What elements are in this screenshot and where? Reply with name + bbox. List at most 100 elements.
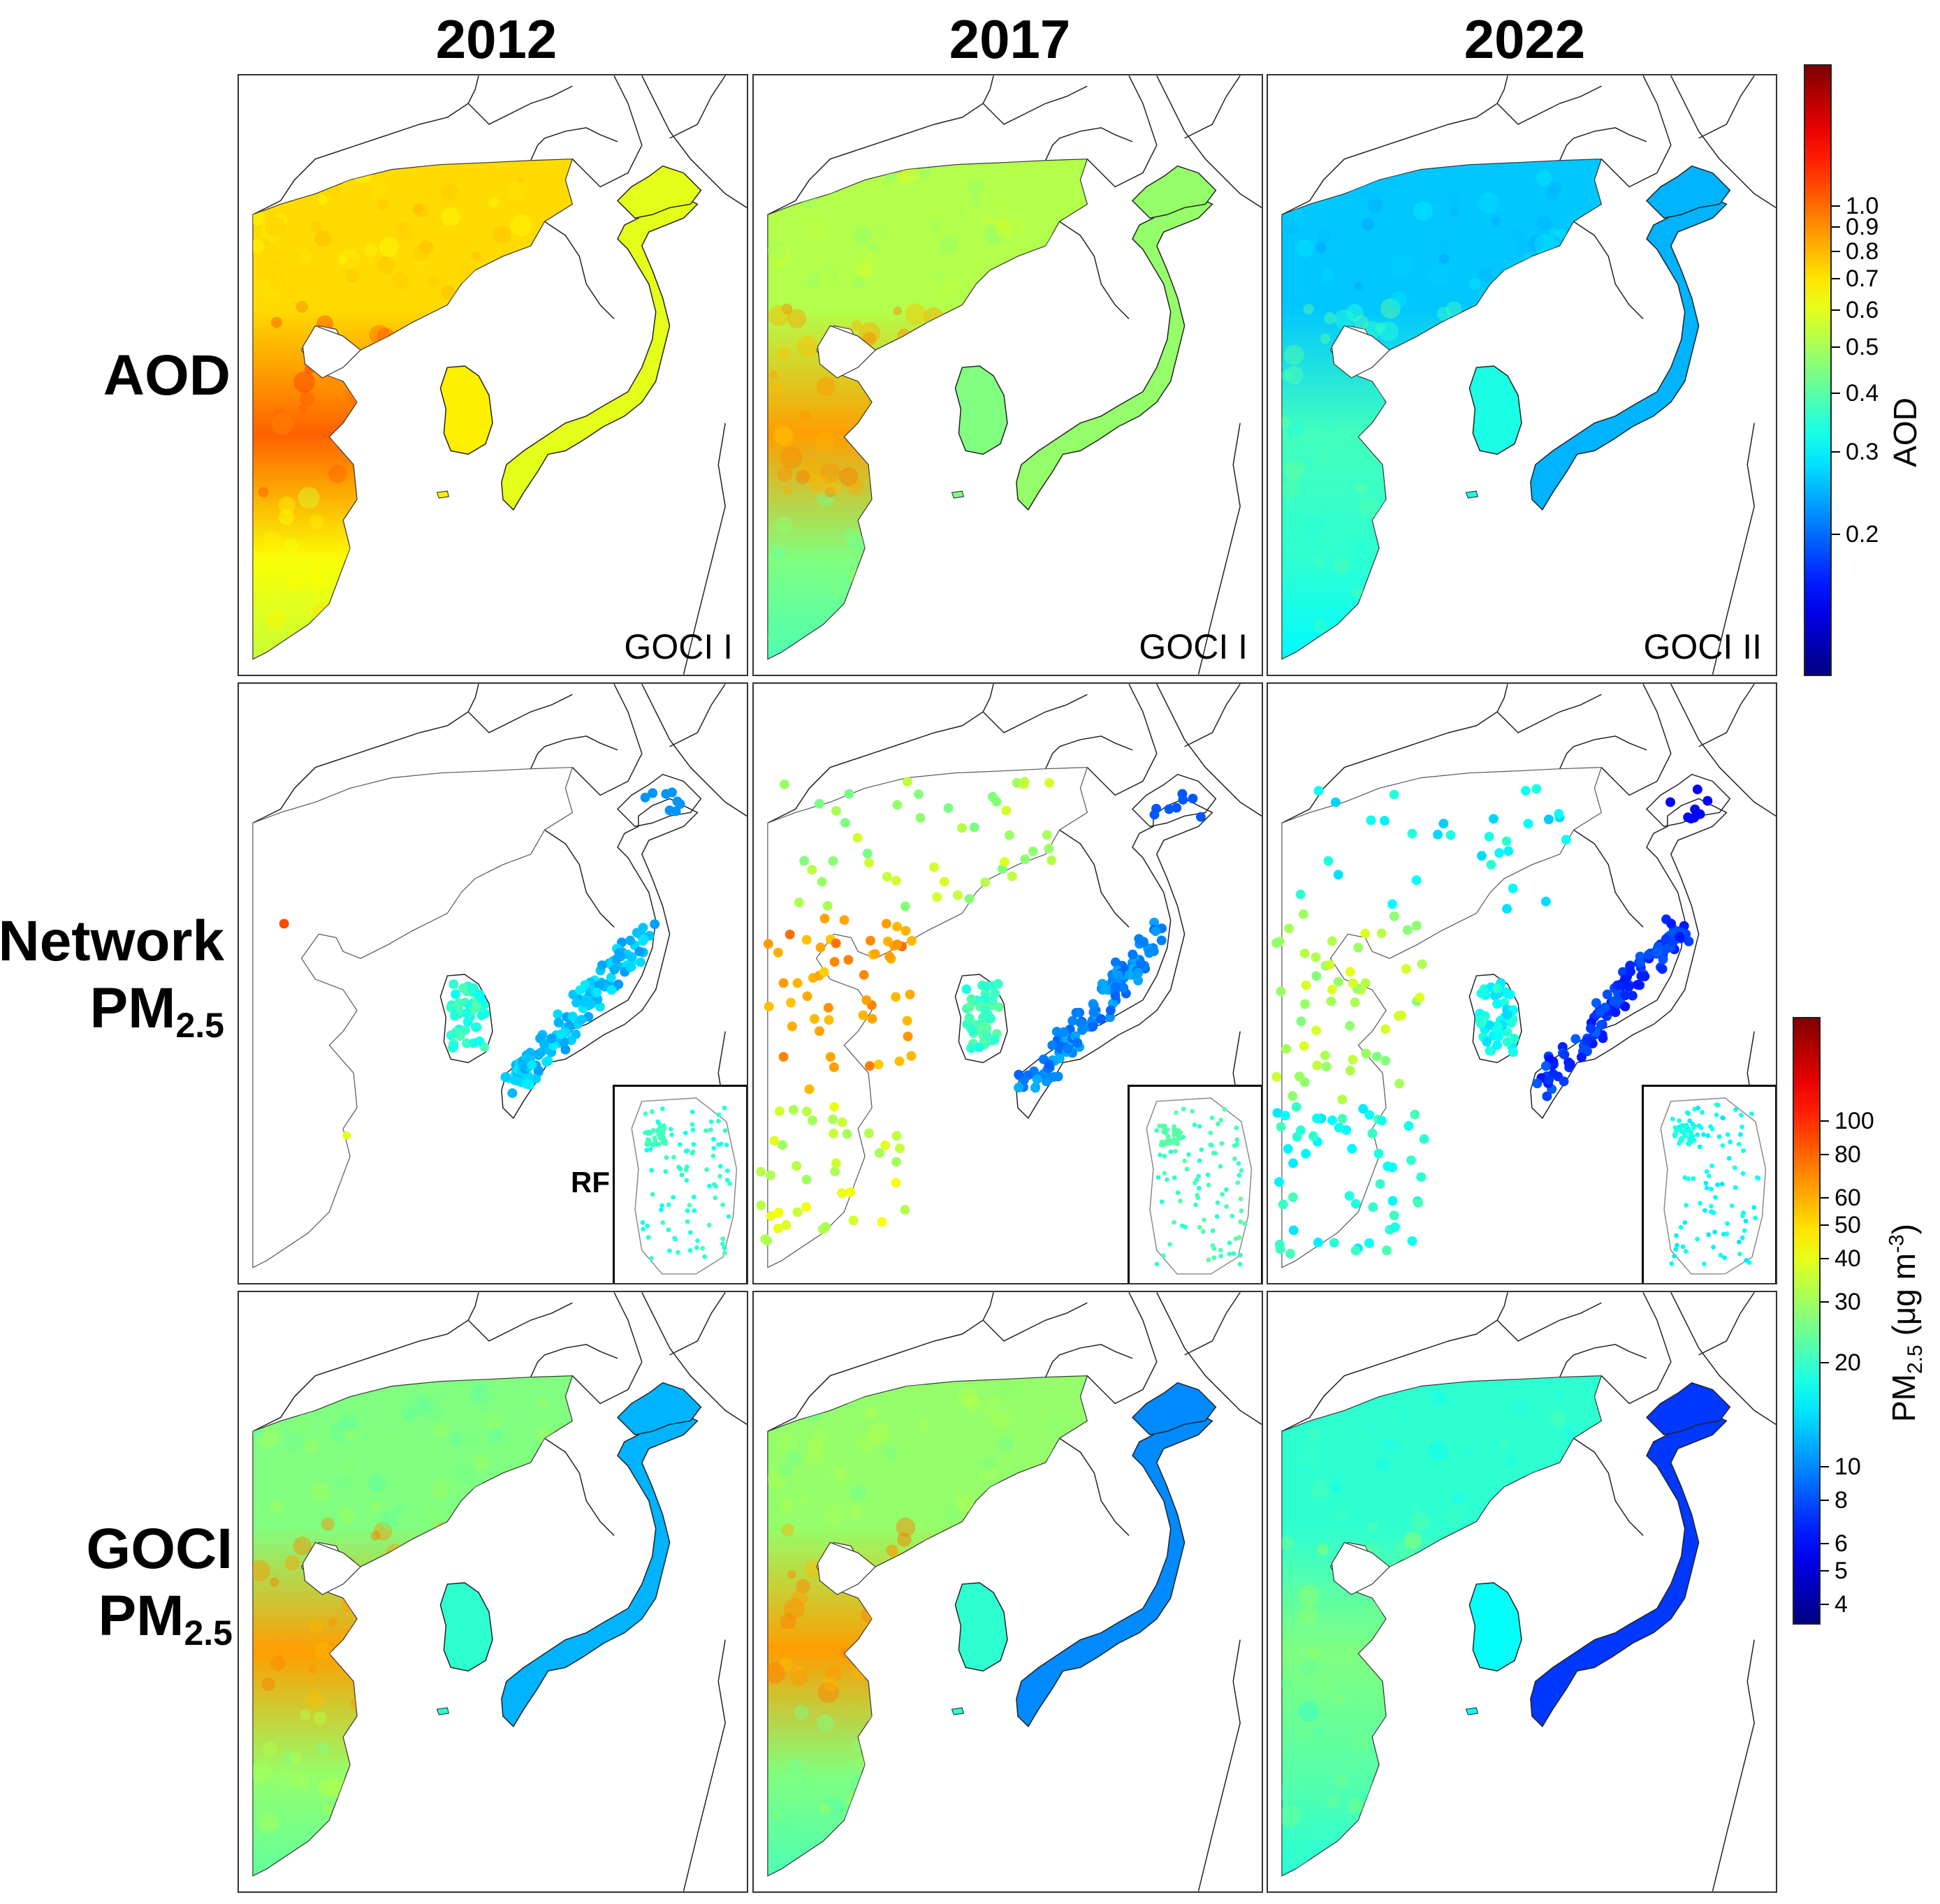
station-marker xyxy=(1051,1027,1062,1037)
field-texture xyxy=(1382,1437,1398,1454)
field-texture xyxy=(1413,201,1433,221)
hokkaido-field xyxy=(1645,165,1731,219)
station-marker xyxy=(1308,1131,1318,1141)
inset-station-marker xyxy=(1736,1141,1742,1147)
station-marker xyxy=(625,935,636,946)
inset-station-marker xyxy=(1172,1220,1176,1225)
inset-station-marker xyxy=(1696,1123,1702,1129)
inset-station-marker xyxy=(1715,1182,1720,1187)
station-marker xyxy=(987,981,998,991)
field-texture xyxy=(1361,218,1375,231)
colorbar-tick xyxy=(1832,534,1840,536)
station-marker xyxy=(1353,942,1364,953)
field-texture xyxy=(1317,1544,1329,1555)
inset-station-marker xyxy=(1168,1149,1174,1155)
inset-station-marker xyxy=(644,1148,650,1153)
station-marker xyxy=(1407,1236,1417,1246)
korea-inset-map-2017 xyxy=(1128,1085,1262,1283)
field-texture xyxy=(899,1400,910,1410)
station-marker xyxy=(518,1060,528,1071)
inset-station-marker xyxy=(1197,1224,1202,1230)
colorbar-tick-label: 10 xyxy=(1835,1453,1861,1481)
field-texture xyxy=(1445,301,1462,317)
inset-station-marker xyxy=(1194,1177,1199,1182)
field-texture xyxy=(852,226,873,245)
korea-inset-svg xyxy=(1146,1097,1253,1275)
station-marker xyxy=(1172,803,1182,813)
field-texture xyxy=(1311,1726,1325,1740)
inset-station-marker xyxy=(1743,1218,1749,1224)
field-texture xyxy=(806,1437,825,1456)
station-marker xyxy=(929,862,940,872)
station-marker xyxy=(536,1048,546,1057)
colorbar-tick-label: 60 xyxy=(1835,1184,1861,1211)
station-marker xyxy=(1665,797,1675,807)
station-marker xyxy=(1164,804,1174,814)
station-marker xyxy=(1001,805,1012,816)
station-marker xyxy=(1683,812,1693,823)
inset-station-marker xyxy=(677,1142,683,1148)
inset-station-marker xyxy=(706,1222,712,1228)
station-marker xyxy=(1364,1238,1374,1248)
inset-station-marker xyxy=(683,1148,689,1154)
station-marker xyxy=(829,1101,840,1112)
country-border xyxy=(1600,75,1672,188)
colorbar-tick xyxy=(1821,1362,1829,1364)
station-marker xyxy=(1403,1121,1414,1131)
inset-station-marker xyxy=(690,1127,696,1133)
station-marker xyxy=(1565,1059,1575,1069)
station-marker xyxy=(1067,1016,1078,1026)
inset-station-marker xyxy=(1718,1252,1723,1258)
inset-station-marker xyxy=(691,1194,696,1200)
station-marker xyxy=(969,822,979,833)
jeju-field xyxy=(436,1707,449,1715)
field-texture xyxy=(1284,365,1304,385)
station-marker xyxy=(471,1022,481,1032)
inset-station-marker xyxy=(720,1236,726,1242)
inset-station-marker xyxy=(1197,1124,1202,1129)
station-marker xyxy=(779,779,789,790)
field-texture xyxy=(270,1655,286,1671)
station-marker xyxy=(1298,909,1308,919)
field-texture xyxy=(994,217,1011,234)
field-texture xyxy=(282,586,302,607)
field-texture xyxy=(1296,239,1314,258)
inset-station-marker xyxy=(710,1153,716,1159)
station-marker xyxy=(1633,980,1643,990)
field-texture xyxy=(374,1522,393,1541)
field-texture xyxy=(956,1494,974,1513)
station-marker xyxy=(1492,999,1503,1009)
field-texture xyxy=(960,1456,975,1470)
colorbar-tick xyxy=(1821,1500,1829,1502)
country-border xyxy=(467,694,573,733)
field-texture xyxy=(318,1776,339,1797)
station-marker xyxy=(892,939,903,950)
field-texture xyxy=(847,1504,862,1519)
field-texture xyxy=(903,1458,915,1470)
station-marker xyxy=(900,901,910,911)
pm25-colorbar-title: PM2.5 (μg m-3) xyxy=(1885,1223,1927,1423)
station-marker xyxy=(788,1104,798,1115)
inset-station-marker xyxy=(685,1208,690,1213)
field-texture xyxy=(1376,1458,1390,1472)
field-texture xyxy=(877,223,891,237)
station-marker xyxy=(1278,1199,1288,1210)
station-marker xyxy=(831,1158,841,1169)
inset-station-marker xyxy=(645,1223,650,1229)
field-texture xyxy=(1284,460,1304,481)
field-texture xyxy=(1299,1605,1319,1625)
field-texture xyxy=(455,1463,476,1484)
station-marker xyxy=(634,946,645,957)
inset-station-marker xyxy=(1737,1251,1742,1257)
station-marker xyxy=(1276,986,1286,997)
inset-station-marker xyxy=(716,1118,721,1124)
field-texture xyxy=(269,273,286,291)
inset-station-marker xyxy=(1154,1128,1160,1133)
field-texture xyxy=(1282,480,1301,499)
field-texture xyxy=(419,240,434,254)
station-marker xyxy=(799,856,810,866)
inset-station-marker xyxy=(1672,1253,1677,1259)
inset-station-marker xyxy=(1184,1166,1190,1172)
station-marker xyxy=(1586,1023,1596,1034)
field-texture xyxy=(954,203,975,224)
